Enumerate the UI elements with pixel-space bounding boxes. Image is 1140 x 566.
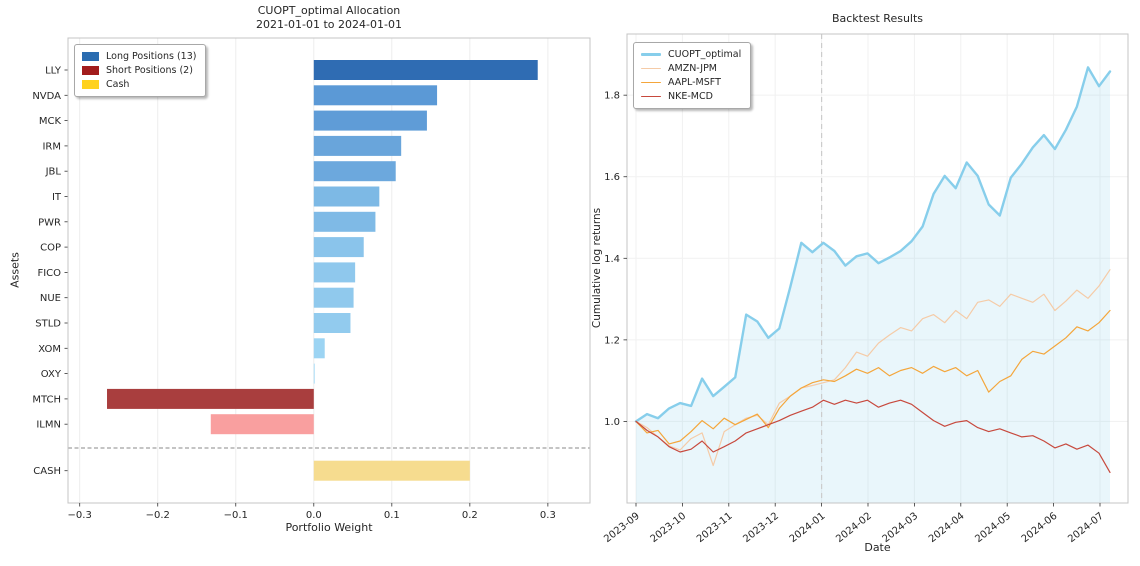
long-positions-swatch — [82, 52, 99, 61]
bar-xom — [313, 338, 325, 359]
xtick-label: −0.3 — [68, 510, 92, 521]
xtick-label-2024-02: 2024-02 — [834, 511, 874, 545]
ytick-label-nvda: NVDA — [32, 91, 61, 102]
xtick-label: 0.1 — [384, 510, 400, 521]
cumulative-returns-axis-label: Cumulative log returns — [591, 207, 603, 329]
ytick-label-cash: CASH — [33, 466, 61, 477]
ytick-label-mck: MCK — [39, 116, 62, 127]
series-line-nke-mcd — [635, 399, 1111, 473]
bar-fico — [313, 262, 356, 283]
allocation-legend: Long Positions (13) Short Positions (2) … — [74, 44, 207, 97]
series-line-aapl-msft — [635, 309, 1111, 445]
legend-item-aapl-msft: AAPL-MSFT — [641, 76, 741, 89]
nke-mcd-line-swatch — [641, 95, 661, 98]
xtick-label: 0.0 — [306, 510, 322, 521]
bar-stld — [313, 313, 351, 333]
bar-pwr — [313, 211, 376, 232]
aapl-msft-label: AAPL-MSFT — [668, 77, 721, 88]
ytick-label-irm: IRM — [42, 141, 61, 152]
legend-item-long: Long Positions (13) — [82, 50, 196, 63]
xtick-label: −0.2 — [146, 510, 170, 521]
xtick-label-2024-07: 2024-07 — [1066, 511, 1106, 545]
allocation-title-line2: 2021-01-01 to 2024-01-01 — [256, 18, 402, 31]
xtick-label-2023-11: 2023-11 — [695, 511, 735, 545]
allocation-title-line1: CUOPT_optimal Allocation — [257, 4, 401, 17]
ytick-label-fico: FICO — [37, 268, 61, 279]
bar-nue — [313, 287, 354, 308]
bar-it — [313, 186, 380, 207]
legend-item-nke-mcd: NKE-MCD — [641, 90, 741, 103]
cuopt-area-fill — [636, 67, 1110, 504]
xtick-label-2023-12: 2023-12 — [741, 511, 781, 545]
ytick-label-cop: COP — [40, 243, 61, 254]
ytick-label-ilmn: ILMN — [36, 420, 61, 431]
bar-cop — [313, 237, 364, 258]
xtick-label-2024-05: 2024-05 — [973, 511, 1013, 545]
legend-item-amzn-jpm: AMZN-JPM — [641, 62, 741, 75]
ytick-label-stld: STLD — [35, 319, 61, 330]
cash-swatch — [82, 80, 99, 89]
amzn-jpm-label: AMZN-JPM — [668, 63, 717, 74]
short-positions-swatch — [82, 66, 99, 75]
xtick-label: −0.1 — [224, 510, 248, 521]
legend-item-cuopt: CUOPT_optimal — [641, 48, 741, 61]
bar-mck — [313, 110, 427, 131]
backtest-legend: CUOPT_optimal AMZN-JPM AAPL-MSFT NKE-MCD — [633, 42, 752, 109]
ytick-label-it: IT — [52, 192, 62, 203]
long-positions-label: Long Positions (13) — [106, 51, 197, 62]
ytick-label-jbl: JBL — [45, 167, 62, 178]
xtick-label-2023-09: 2023-09 — [602, 511, 642, 545]
backtest-chart: 1.0 1.2 1.4 1.6 1.8 2023-09 2023-10 2023-11 2023… — [602, 33, 1129, 545]
ytick-label: 1.4 — [604, 254, 620, 265]
date-axis-label: Date — [864, 541, 891, 554]
ytick-label: 1.0 — [604, 417, 620, 428]
backtest-title: Backtest Results — [831, 12, 924, 25]
ytick-label-xom: XOM — [38, 344, 61, 355]
xtick-label-2024-06: 2024-06 — [1020, 511, 1060, 545]
amzn-jpm-line-swatch — [641, 67, 661, 70]
bar-nvda — [313, 85, 438, 106]
ytick-label: 1.2 — [604, 335, 620, 346]
axes-frame — [626, 33, 1129, 504]
bar-irm — [313, 135, 402, 156]
ytick-label-mtch: MTCH — [32, 394, 61, 405]
bar-mtch — [107, 388, 314, 409]
assets-axis-label: Assets — [8, 252, 22, 288]
xtick-label-2024-03: 2024-03 — [881, 511, 921, 545]
xtick-label: 0.2 — [462, 510, 478, 521]
ytick-label-lly: LLY — [45, 66, 62, 77]
xtick-label: 0.3 — [540, 510, 556, 521]
nke-mcd-label: NKE-MCD — [668, 91, 713, 102]
allocation-chart: LLY NVDA MCK IRM JBL IT PWR COP FICO NUE STLD XOM OX… — [32, 37, 591, 521]
ytick-label: 1.8 — [604, 91, 620, 102]
series-line-amzn-jpm — [635, 269, 1111, 467]
ytick-label-nue: NUE — [40, 293, 61, 304]
xtick-label-2024-01: 2024-01 — [788, 511, 828, 545]
bar-jbl — [313, 161, 396, 182]
xtick-label-2024-04: 2024-04 — [927, 511, 967, 545]
bar-cash — [313, 460, 470, 481]
ytick-label-pwr: PWR — [38, 217, 61, 228]
xtick-label-2023-10: 2023-10 — [649, 511, 689, 545]
aapl-msft-line-swatch — [641, 81, 661, 84]
ytick-label-oxy: OXY — [41, 369, 62, 380]
bar-lly — [313, 60, 538, 80]
ytick-label: 1.6 — [604, 172, 620, 183]
cuopt-line-swatch — [641, 53, 661, 56]
bar-ilmn — [210, 414, 314, 435]
series-line-cuopt_optimal — [634, 66, 1112, 423]
cuopt-label: CUOPT_optimal — [668, 49, 742, 60]
legend-item-short: Short Positions (2) — [82, 64, 196, 77]
allocation-title: CUOPT_optimal Allocation 2021-01-01 to 2… — [68, 4, 590, 32]
short-positions-label: Short Positions (2) — [106, 65, 193, 76]
portfolio-weight-axis-label: Portfolio Weight — [285, 521, 373, 534]
legend-item-cash: Cash — [82, 78, 196, 91]
cash-label: Cash — [106, 79, 130, 90]
axes-frame — [67, 37, 591, 504]
bar-oxy — [313, 363, 315, 384]
